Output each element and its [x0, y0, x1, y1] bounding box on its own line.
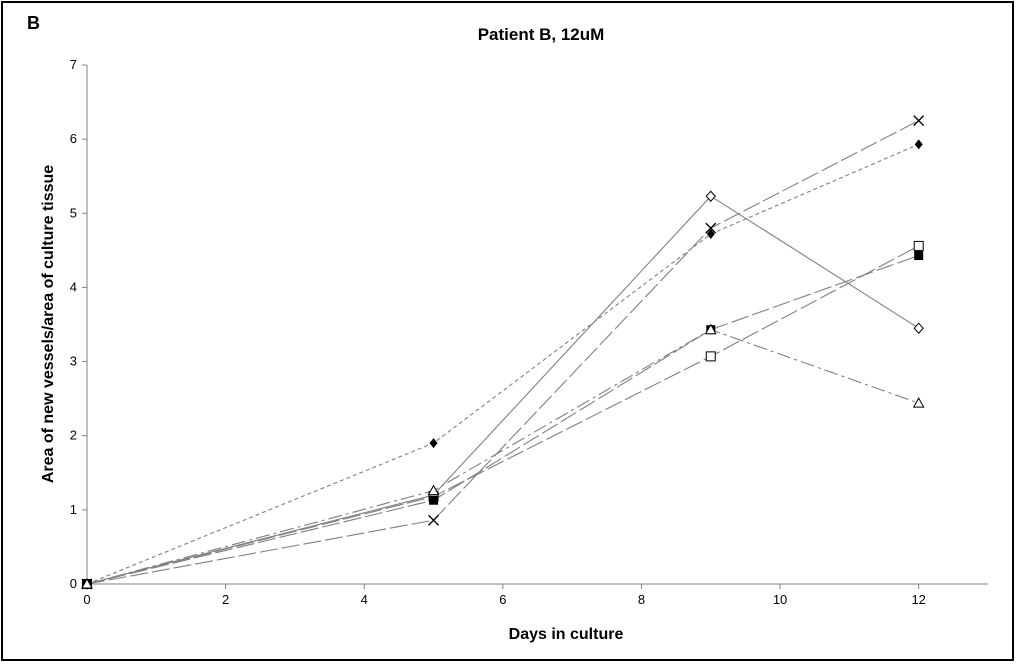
chart-title: Patient B, 12uM	[478, 25, 605, 44]
data-point-open-triangle	[912, 397, 925, 408]
data-point-open-triangle	[427, 484, 440, 496]
data-point-open-square	[913, 240, 924, 251]
data-point-cross	[428, 514, 439, 526]
panel-label: B	[27, 13, 40, 33]
data-point-filled-square	[429, 495, 439, 505]
x-axis-label: Days in culture	[509, 626, 624, 643]
data-point-cross	[913, 115, 925, 127]
data-point-open-triangle	[704, 323, 717, 335]
data-point-filled-diamond	[706, 229, 715, 240]
series-line-1	[86, 143, 919, 585]
y-tick-label: 7	[70, 57, 77, 72]
series-line-6	[86, 329, 919, 585]
x-tick-label: 0	[83, 592, 90, 607]
series-line-5	[86, 254, 919, 585]
data-point-cross	[705, 222, 717, 234]
y-axis-label: Area of new vessels/area of culture tiss…	[40, 165, 57, 483]
series-line-3	[86, 195, 919, 585]
data-point-open-square	[705, 351, 716, 362]
series-line-2	[86, 120, 919, 585]
y-tick-label: 4	[70, 279, 77, 294]
data-point-open-diamond	[913, 322, 924, 334]
data-point-filled-diamond	[914, 139, 923, 150]
data-point-filled-diamond	[429, 438, 438, 449]
y-tick-label: 0	[70, 576, 77, 591]
data-point-open-diamond	[705, 190, 716, 202]
series-line-4	[86, 245, 919, 585]
series-lines	[86, 120, 919, 585]
y-tick-label: 5	[70, 205, 77, 220]
x-tick-label: 12	[911, 592, 925, 607]
x-tick-label: 6	[499, 592, 506, 607]
data-point-open-triangle	[81, 577, 93, 589]
data-point-filled-square	[914, 251, 924, 261]
x-tick-label: 8	[638, 592, 645, 607]
y-tick-label: 3	[70, 354, 77, 369]
x-tick-label: 4	[361, 592, 368, 607]
series-markers	[81, 115, 925, 590]
y-tick-label: 2	[70, 428, 77, 443]
x-tick-label: 2	[222, 592, 229, 607]
y-tick-label: 6	[70, 131, 77, 146]
x-tick-label: 10	[773, 592, 787, 607]
y-tick-label: 1	[70, 502, 77, 517]
